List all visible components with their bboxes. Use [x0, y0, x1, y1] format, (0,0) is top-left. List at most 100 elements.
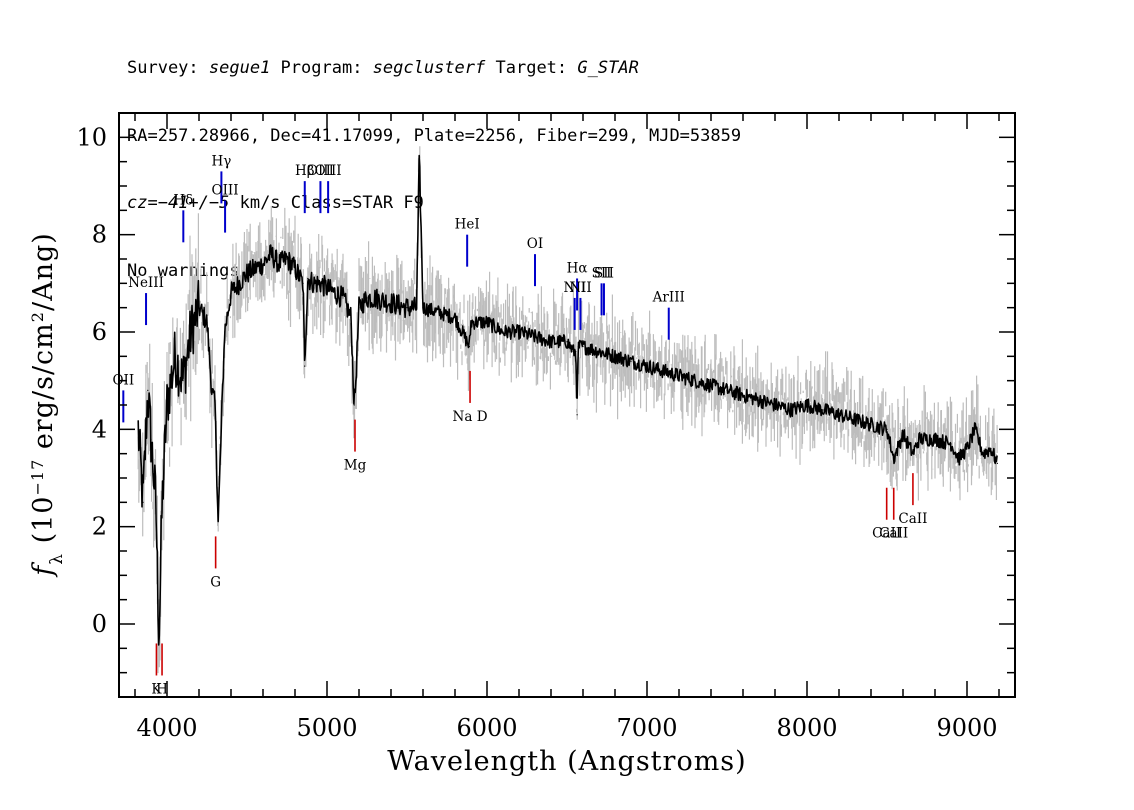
spectrum-header: Survey: segue1 Program: segclusterf Targ… [127, 12, 741, 305]
x-tick-label: 6000 [456, 714, 517, 742]
flux-data-point [982, 453, 984, 455]
survey-label: Survey: [127, 58, 209, 78]
emission-line-label: Hδ [173, 192, 193, 208]
flux-data-point [742, 394, 744, 396]
flux-data-point [166, 404, 168, 406]
emission-line-label: NII [569, 280, 591, 296]
target-label: Target: [485, 58, 578, 78]
axes-layer: 4000 5000 6000 7000 8000 9000 0 2 4 6 8 10 [76, 112, 1016, 742]
absorption-line-label: CaII [879, 526, 908, 542]
flux-data-point [326, 287, 328, 289]
flux-data-point [576, 414, 578, 416]
flux-data-point [518, 331, 520, 333]
absorption-line-label: H [156, 681, 168, 697]
flux-data-point [438, 311, 440, 314]
flux-data-point [390, 302, 392, 304]
flux-data-point [582, 346, 584, 348]
survey-value: segue1 [208, 58, 271, 78]
x-tick-label: 9000 [936, 714, 997, 742]
flux-data-point [912, 453, 914, 455]
absorption-line-label: Mg [344, 458, 367, 474]
flux-data-point [918, 438, 920, 440]
flux-data-point [353, 404, 355, 406]
y-tick-label: 10 [76, 123, 107, 151]
flux-data-point [958, 457, 960, 460]
flux-data-point [334, 292, 336, 294]
flux-data-point [575, 350, 577, 353]
flux-data-point [190, 331, 192, 333]
flux-data-point [174, 355, 176, 357]
header-line-coordinates: RA=257.28966, Dec=41.17099, Plate=2256, … [127, 125, 742, 146]
flux-data-point [996, 462, 999, 464]
header-line-survey: Survey: segue1 Program: segclusterf Targ… [127, 57, 741, 80]
flux-data-point [806, 404, 808, 406]
flux-data-point [822, 409, 824, 411]
flux-data-point [161, 501, 163, 503]
y-tick-label: 0 [92, 610, 107, 638]
flux-data-point [774, 404, 776, 406]
flux-data-point [313, 282, 315, 284]
emission-line-label: NII [563, 280, 585, 296]
flux-data-point [254, 268, 256, 270]
flux-data-point [278, 263, 280, 265]
emission-line-label: SII [592, 265, 612, 281]
flux-data-point [418, 156, 420, 158]
program-value: segclusterf [372, 58, 486, 78]
flux-data-point [902, 433, 904, 435]
noise-envelope-layer [137, 146, 998, 674]
flux-data-point [486, 321, 488, 323]
emission-line-label: ArIII [652, 290, 685, 306]
absorption-line-label: CaII [872, 526, 901, 542]
x-tick-label: 8000 [776, 714, 837, 742]
flux-data-point [320, 282, 322, 284]
emission-line-label: NeIII [128, 275, 164, 291]
flux-data-point [934, 438, 936, 440]
flux-data-point [990, 448, 992, 450]
noise-envelope [137, 146, 998, 674]
flux-data-point [694, 380, 696, 382]
flux-data-point [147, 389, 149, 391]
emission-line-label: OI [527, 236, 543, 252]
flux-data-point [614, 355, 616, 357]
spectral-lines-layer: OIINeIIIHδHγOIIIHβOIIIOIIIHeIOINIIHαNIIS… [112, 153, 927, 697]
flux-data-point [572, 350, 575, 353]
flux-data-point [350, 316, 352, 318]
flux-data-point [502, 331, 504, 333]
flux-layer [137, 154, 999, 646]
y-tick-label: 6 [92, 318, 107, 346]
absorption-line-label: Na D [453, 409, 488, 425]
flux-data-point [534, 336, 536, 338]
header-line-redshift: cz=−41+/−5 km/s Class=STAR F9 [127, 192, 741, 215]
flux-data-point [726, 389, 728, 391]
emission-line-label: Hβ [295, 163, 315, 179]
flux-data-point [246, 273, 248, 275]
flux-data-point [406, 307, 408, 309]
flux-data-point [710, 384, 712, 387]
flux-spectrum-line [137, 154, 998, 646]
emission-line-label: HeI [455, 217, 480, 233]
y-axis-title: fλ (10−17 erg/s/cm2/Ang) [28, 232, 68, 578]
flux-data-point [550, 341, 552, 343]
flux-data-point [238, 282, 240, 284]
flux-data-point [468, 346, 470, 348]
y-tick-label: 2 [92, 513, 107, 541]
flux-data-point [198, 307, 200, 309]
flux-data-point [854, 419, 856, 421]
flux-data-point [374, 297, 376, 299]
flux-data-point [142, 501, 144, 503]
flux-data-point [150, 438, 152, 440]
x-tick-label: 7000 [616, 714, 677, 742]
flux-data-point [470, 321, 472, 323]
flux-data-point [366, 297, 368, 299]
flux-data-point [838, 414, 840, 416]
flux-data-point [224, 331, 226, 333]
flux-data-point [294, 268, 296, 270]
flux-data-point [662, 370, 664, 372]
emission-line-label: OIII [315, 163, 342, 179]
flux-data-point [211, 389, 213, 391]
flux-data-point [886, 428, 888, 430]
flux-data-point [358, 307, 360, 309]
flux-data-point [302, 282, 304, 284]
emission-line-label: OIII [212, 183, 239, 199]
